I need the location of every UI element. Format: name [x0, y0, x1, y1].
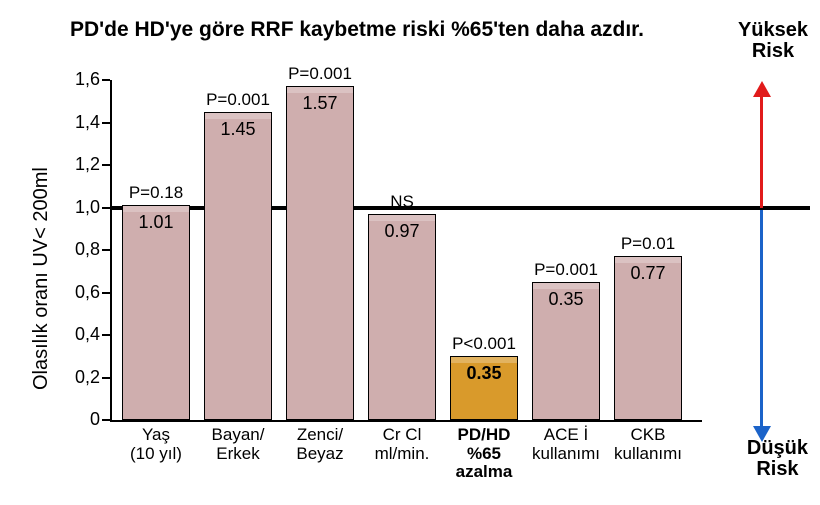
low-risk-line2: Risk: [756, 458, 798, 480]
low-risk-label: Düşük Risk: [747, 438, 808, 480]
chart-title: PD'de HD'ye göre RRF kaybetme riski %65'…: [70, 18, 644, 42]
bar-value-label: 0.97: [369, 221, 435, 242]
bar-p-label: P=0.001: [204, 90, 272, 110]
y-tick-mark: [102, 122, 110, 124]
bar: 0.97: [368, 214, 436, 420]
y-tick-label: 0,8: [60, 239, 100, 260]
down-arrow-head: [753, 426, 771, 442]
y-tick-label: 1,4: [60, 112, 100, 133]
down-arrow: [760, 210, 763, 427]
bar-p-label: P=0.18: [122, 183, 190, 203]
x-category-label: PD/HD%65 azalma: [440, 426, 528, 482]
bar-value-label: 1.01: [123, 212, 189, 233]
y-tick-mark: [102, 164, 110, 166]
y-tick-mark: [102, 249, 110, 251]
bar: 1.45: [204, 112, 272, 420]
y-axis-label: Olasılık oranı UV< 200ml: [30, 167, 53, 390]
y-tick-mark: [102, 419, 110, 421]
up-arrow: [760, 95, 763, 208]
bar-value-label: 1.45: [205, 119, 271, 140]
bar: 0.35: [450, 356, 518, 420]
y-tick-label: 0: [60, 409, 100, 430]
high-risk-line1: Yüksek: [738, 19, 808, 41]
y-tick-mark: [102, 334, 110, 336]
y-tick-label: 0,2: [60, 367, 100, 388]
up-arrow-head: [753, 81, 771, 97]
bar-p-label: P=0.001: [532, 260, 600, 280]
high-risk-line2: Risk: [752, 40, 794, 62]
x-category-label: CKBkullanımı: [604, 426, 692, 463]
bar-p-label: P<0.001: [450, 334, 518, 354]
x-category-label: ACE İkullanımı: [522, 426, 610, 463]
y-tick-label: 1,2: [60, 154, 100, 175]
bar-p-label: P=0.001: [286, 64, 354, 84]
bar: 1.01: [122, 205, 190, 420]
bar-p-label: NS: [368, 192, 436, 212]
y-tick-label: 0,6: [60, 282, 100, 303]
y-tick-mark: [102, 79, 110, 81]
high-risk-label: Yüksek Risk: [738, 20, 808, 62]
bar: 0.77: [614, 256, 682, 420]
x-category-label: Yaş(10 yıl): [112, 426, 200, 463]
bar: 0.35: [532, 282, 600, 420]
bar-value-label: 0.77: [615, 263, 681, 284]
y-tick-label: 1,6: [60, 69, 100, 90]
y-tick-mark: [102, 377, 110, 379]
bar-value-label: 0.35: [533, 289, 599, 310]
y-tick-mark: [102, 292, 110, 294]
x-category-label: Bayan/Erkek: [194, 426, 282, 463]
bar-p-label: P=0.01: [614, 234, 682, 254]
y-tick-mark: [102, 207, 110, 209]
y-tick-label: 1,0: [60, 197, 100, 218]
bar-value-label: 0.35: [451, 363, 517, 384]
x-category-label: Cr Clml/min.: [358, 426, 446, 463]
x-category-label: Zenci/Beyaz: [276, 426, 364, 463]
bar-value-label: 1.57: [287, 93, 353, 114]
y-tick-label: 0,4: [60, 324, 100, 345]
bar: 1.57: [286, 86, 354, 420]
